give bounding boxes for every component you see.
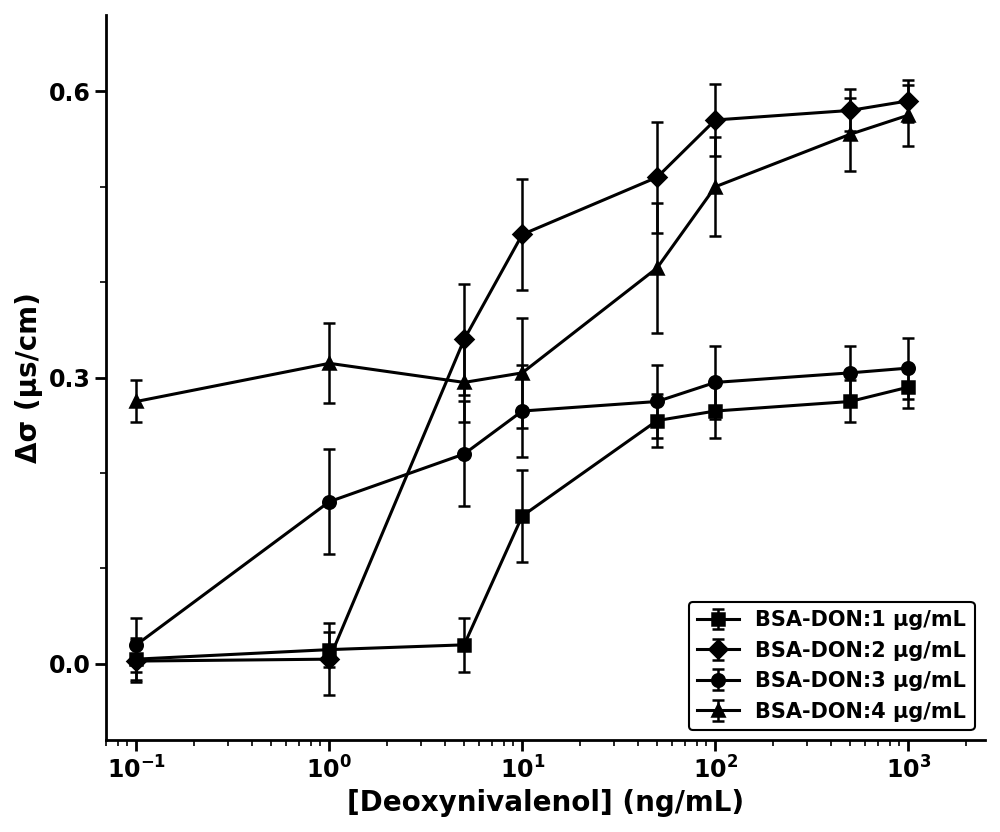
Y-axis label: Δσ (μs/cm): Δσ (μs/cm) — [15, 292, 43, 463]
Legend: BSA-DON:1 μg/mL, BSA-DON:2 μg/mL, BSA-DON:3 μg/mL, BSA-DON:4 μg/mL: BSA-DON:1 μg/mL, BSA-DON:2 μg/mL, BSA-DO… — [689, 602, 975, 730]
X-axis label: [Deoxynivalenol] (ng/mL): [Deoxynivalenol] (ng/mL) — [347, 789, 744, 817]
